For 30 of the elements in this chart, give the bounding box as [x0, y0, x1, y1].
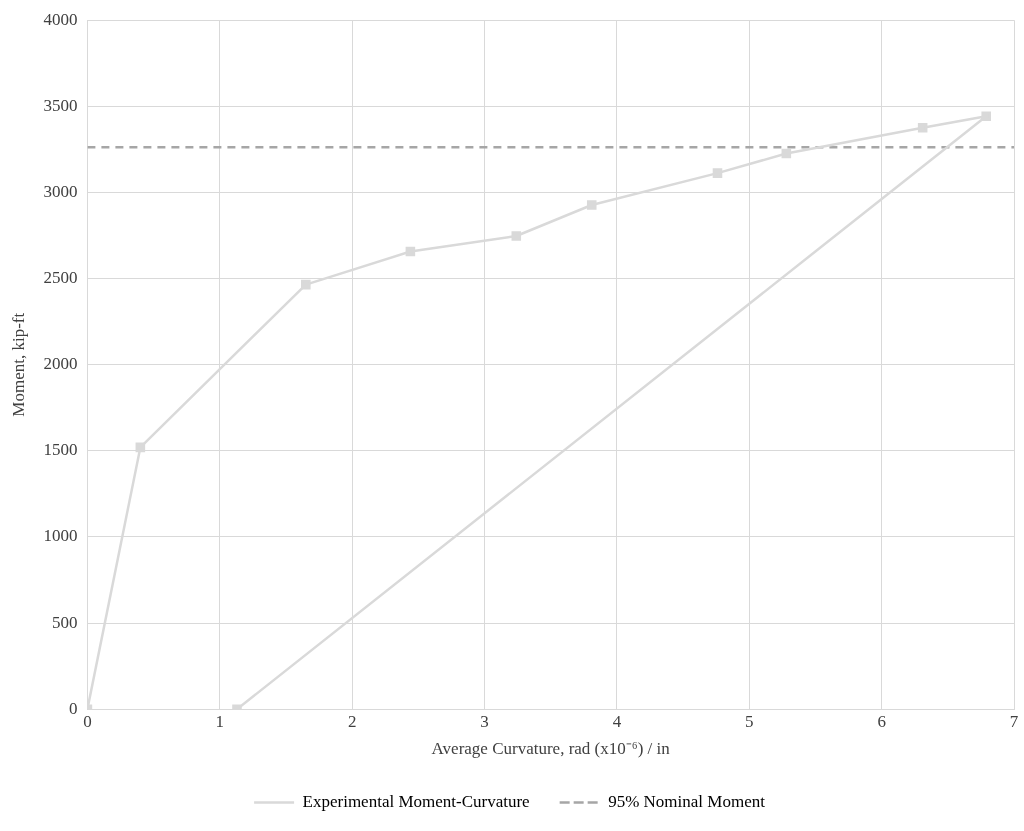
x-tick-label: 5 [745, 711, 754, 731]
y-tick-label: 4000 [43, 9, 78, 29]
point [135, 442, 146, 453]
y-tick-label: 1000 [43, 526, 78, 546]
point [781, 148, 792, 159]
x-axis-title: Average Curvature, rad (x10⁻⁶) / in [431, 739, 671, 759]
point [586, 200, 597, 210]
y-tick-label: 500 [51, 612, 78, 632]
y-tick-label: 3500 [43, 95, 78, 115]
point [712, 168, 723, 178]
y-tick-label: 0 [68, 698, 78, 718]
point [511, 231, 522, 241]
legend-label: 95% Nominal Moment [608, 791, 766, 811]
x-tick-label: 2 [347, 711, 357, 731]
point [917, 122, 928, 133]
y-tick-label: 2500 [43, 268, 78, 288]
x-tick-label: 6 [877, 711, 886, 731]
x-tick-label: 1 [215, 711, 225, 731]
x-tick-label: 7 [1009, 711, 1019, 731]
legend-label: Experimental Moment-Curvature [302, 791, 530, 811]
y-tick-label: 2000 [43, 354, 78, 374]
x-tick-label: 4 [612, 711, 622, 731]
y-tick-label: 1500 [43, 440, 78, 460]
point [405, 246, 416, 257]
x-tick-label: 0 [83, 711, 92, 731]
point [981, 111, 991, 122]
point [301, 279, 311, 290]
y-tick-label: 3000 [43, 181, 78, 201]
x-tick-label: 3 [480, 711, 489, 731]
y-axis-title: Moment, kip-ft [8, 312, 28, 417]
